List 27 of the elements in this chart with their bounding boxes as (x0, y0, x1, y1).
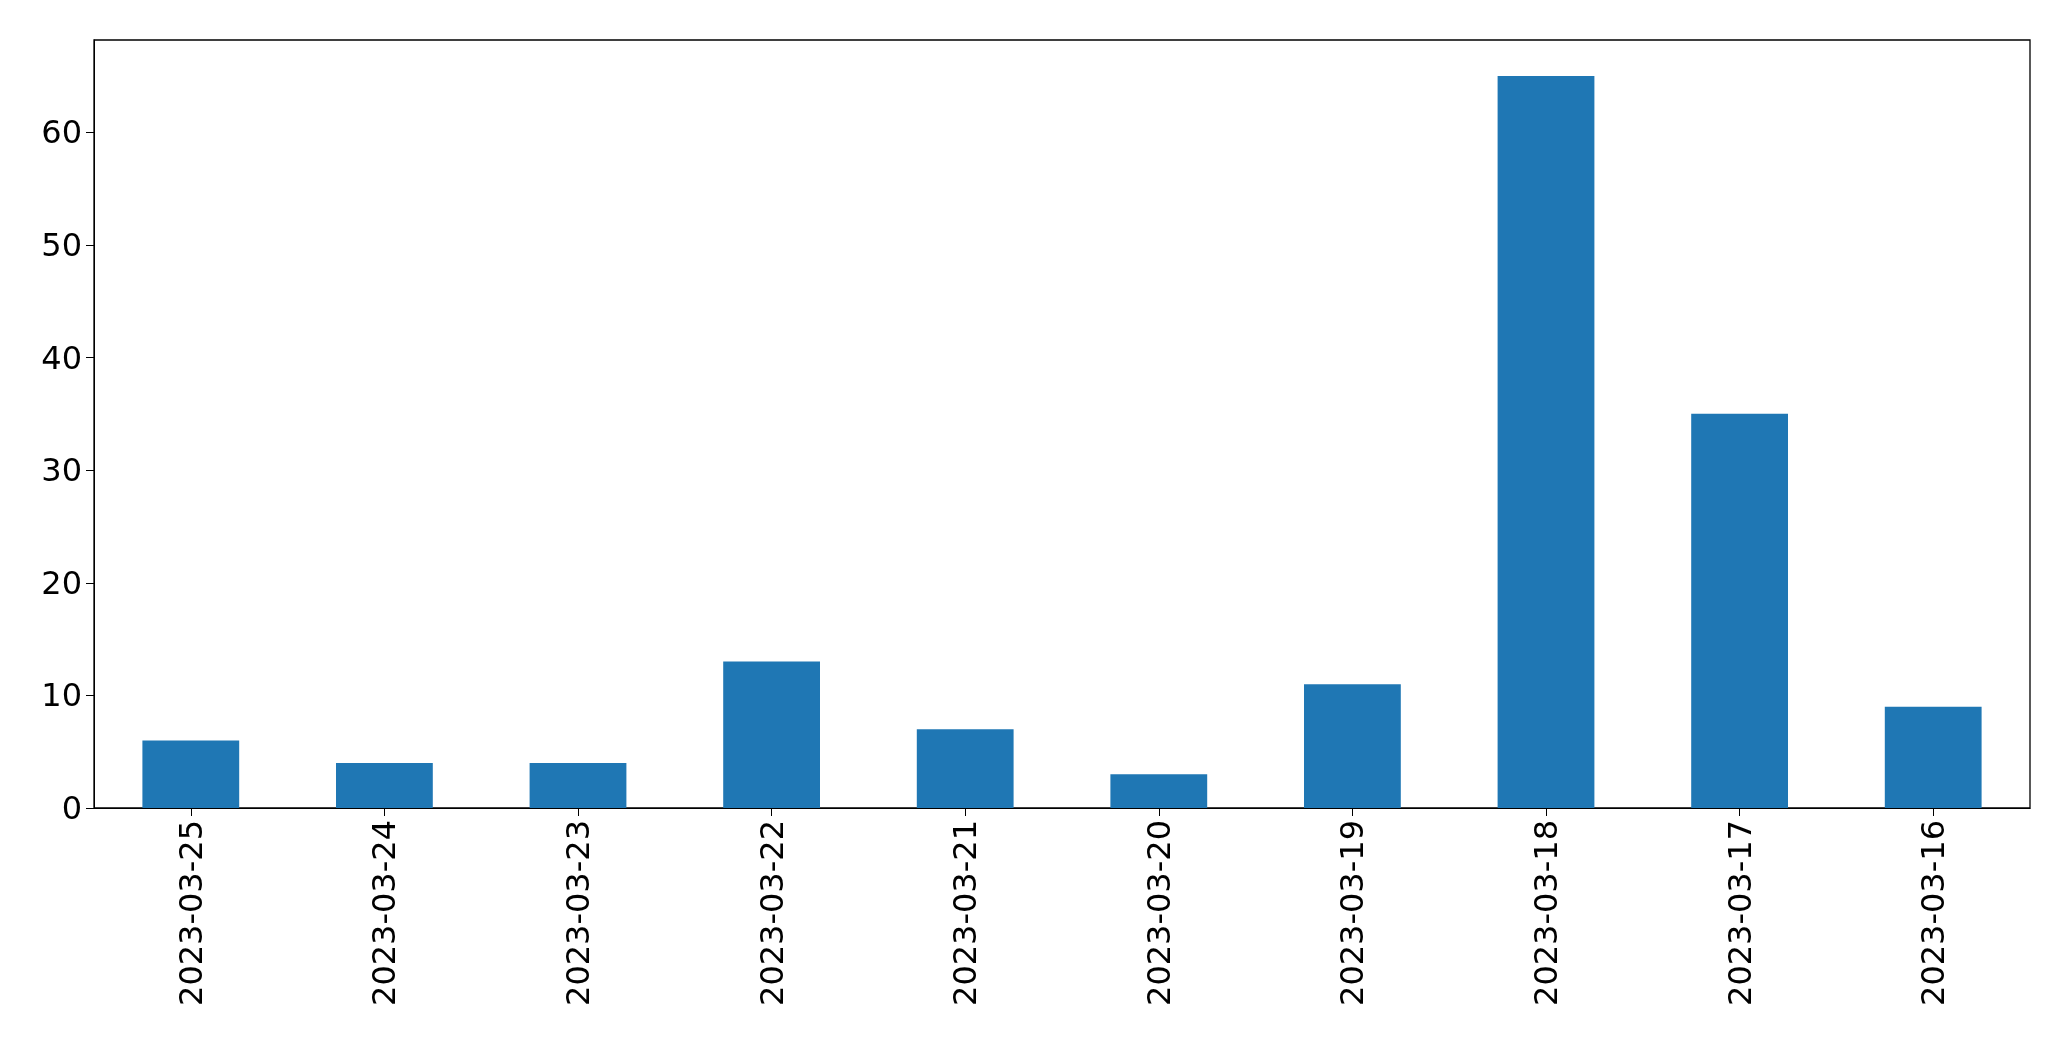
y-tick-label: 60 (41, 113, 82, 152)
x-tick-label: 2023-03-25 (171, 820, 210, 1006)
y-tick-label: 10 (41, 676, 82, 715)
y-tick-label: 20 (41, 563, 82, 602)
x-tick-label: 2023-03-19 (1333, 820, 1372, 1006)
bar (142, 740, 240, 808)
x-tick-label: 2023-03-18 (1527, 820, 1565, 1006)
x-tick-label: 2023-03-21 (946, 820, 985, 1006)
x-tick-label: 2023-03-16 (1914, 820, 1953, 1006)
bar (916, 729, 1014, 808)
x-tick-label: 2023-03-20 (1139, 820, 1178, 1006)
bar (1110, 774, 1208, 808)
y-tick-label: 0 (61, 789, 82, 827)
x-tick-label: 2023-03-17 (1720, 820, 1759, 1006)
bar (336, 762, 433, 808)
bar (1884, 706, 1982, 808)
y-tick-label: 40 (41, 338, 82, 377)
x-tick-label: 2023-03-24 (365, 820, 404, 1006)
bar (1304, 684, 1401, 808)
bar (1497, 76, 1595, 808)
y-tick-label: 50 (41, 225, 82, 264)
y-tick-label: 30 (41, 451, 82, 490)
bar (1691, 413, 1788, 808)
bar (723, 661, 820, 808)
x-tick-label: 2023-03-23 (559, 820, 597, 1006)
bar (529, 762, 627, 808)
x-tick-label: 2023-03-22 (752, 820, 791, 1006)
